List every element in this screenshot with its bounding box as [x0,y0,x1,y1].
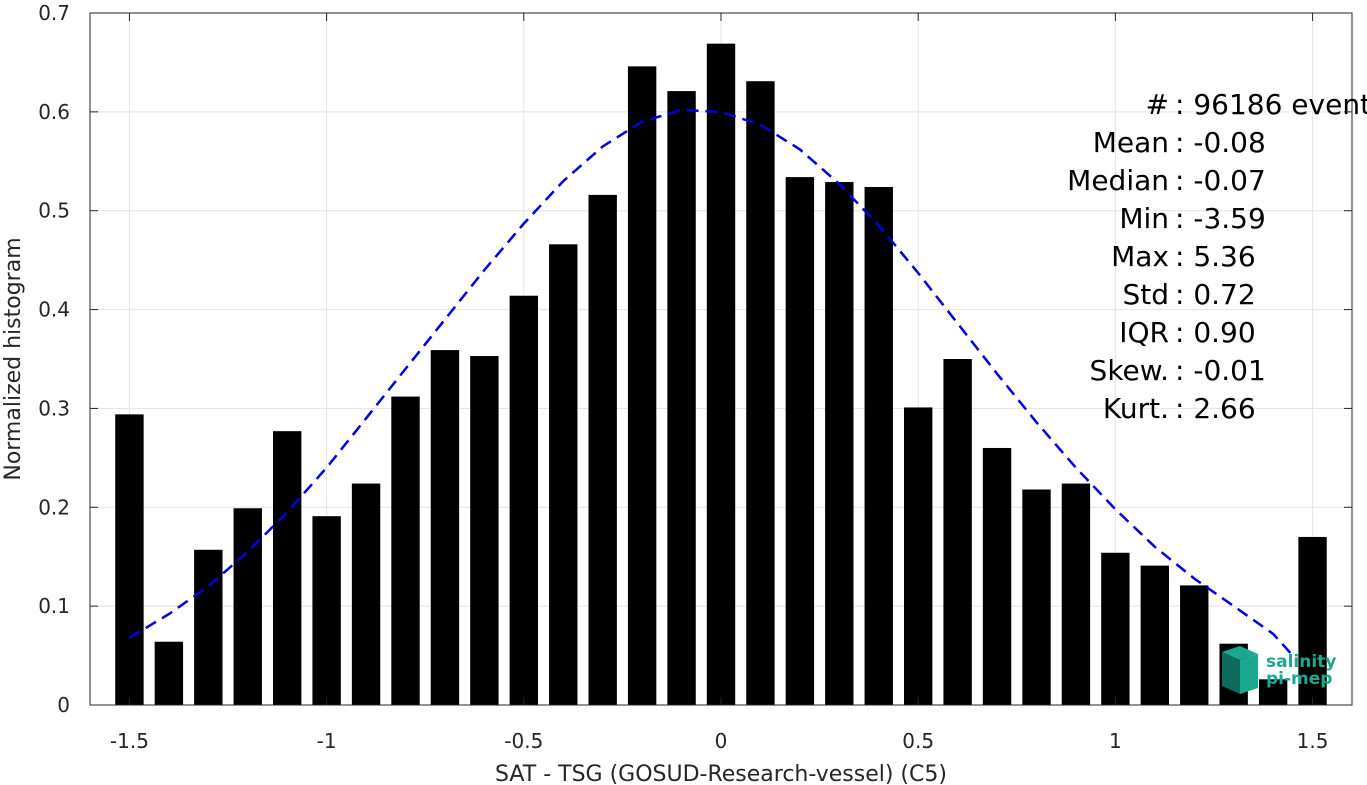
logo-cube-icon [1222,646,1258,694]
histogram-bar-24 [1061,483,1091,705]
histogram-bar-17 [785,177,815,706]
histogram-bars [115,43,1327,706]
statistics-box: #: 96186 events Mean: -0.08 Median: -0.07 M… [1067,88,1367,425]
stat-line-3: Min: -3.59 [1119,202,1265,235]
x-tick-label-2: -0.5 [504,729,543,753]
stat-line-7: Skew.: -0.01 [1090,354,1266,387]
stat-line-0: #: 96186 events [1146,88,1367,121]
histogram-bar-22 [982,447,1012,705]
histogram-bar-27 [1180,585,1209,705]
x-tick-label-0: -1.5 [110,729,149,753]
histogram-bar-2 [194,549,223,705]
stat-line-4: Max: 5.36 [1111,240,1256,273]
histogram-bar-12 [588,194,617,705]
y-tick-label-3: 0.3 [38,396,70,420]
stat-line-6: IQR: 0.90 [1119,316,1255,349]
histogram-bar-8 [430,350,460,705]
histogram-bar-7 [391,396,420,705]
x-axis-ticks: -1.5 -1 -0.5 0 0.5 1 1.5 [110,13,1329,753]
histogram-bar-29 [1258,679,1288,705]
histogram-bar-13 [627,66,657,705]
x-tick-label-1: -1 [317,729,337,753]
histogram-bar-26 [1140,565,1170,705]
y-tick-label-4: 0.4 [38,298,70,322]
histogram-bar-18 [825,182,854,705]
stat-line-2: Median: -0.07 [1067,164,1266,197]
y-tick-label-1: 0.1 [38,594,70,618]
histogram-bar-0 [115,414,144,705]
histogram-bar-14 [667,91,696,705]
y-tick-label-5: 0.5 [38,199,70,223]
histogram-bar-25 [1101,552,1130,705]
histogram-bar-21 [943,359,972,705]
histogram-bar-15 [706,43,736,706]
x-tick-label-4: 0.5 [902,729,934,753]
logo-text-line1: salinity [1266,652,1336,672]
histogram-bar-1 [154,641,184,705]
histogram-bar-16 [746,81,775,705]
x-tick-label-3: 0 [715,729,728,753]
x-tick-label-6: 1.5 [1297,729,1329,753]
histogram-bar-9 [470,356,499,705]
y-axis-ticks: 0 0.1 0.2 0.3 0.4 0.5 0.6 0.7 [38,1,1352,717]
y-axis-label: Normalized histogram [1,237,26,480]
y-tick-label-7: 0.7 [38,1,70,25]
histogram-bar-19 [864,186,893,705]
y-tick-label-2: 0.2 [38,495,70,519]
y-tick-label-6: 0.6 [38,100,70,124]
x-tick-label-5: 1 [1109,729,1122,753]
histogram-bar-30 [1298,536,1327,705]
salinity-pi-mep-logo: salinity pi-mep [1222,646,1336,694]
histogram-bar-20 [903,407,933,705]
histogram-bar-3 [233,508,262,705]
y-tick-label-0: 0 [57,693,70,717]
histogram-bar-5 [312,516,341,705]
x-axis-label: SAT - TSG (GOSUD-Research-vessel) (C5) [495,762,947,785]
stat-line-5: Std: 0.72 [1122,278,1255,311]
histogram-bar-11 [549,244,578,705]
logo-text-line2: pi-mep [1266,669,1332,689]
histogram-bar-6 [351,483,381,705]
histogram-bar-23 [1022,489,1051,705]
stat-line-8: Kurt.: 2.66 [1103,392,1256,425]
histogram-bar-10 [509,295,539,705]
histogram-bar-4 [272,431,302,705]
stat-line-1: Mean: -0.08 [1093,126,1266,159]
